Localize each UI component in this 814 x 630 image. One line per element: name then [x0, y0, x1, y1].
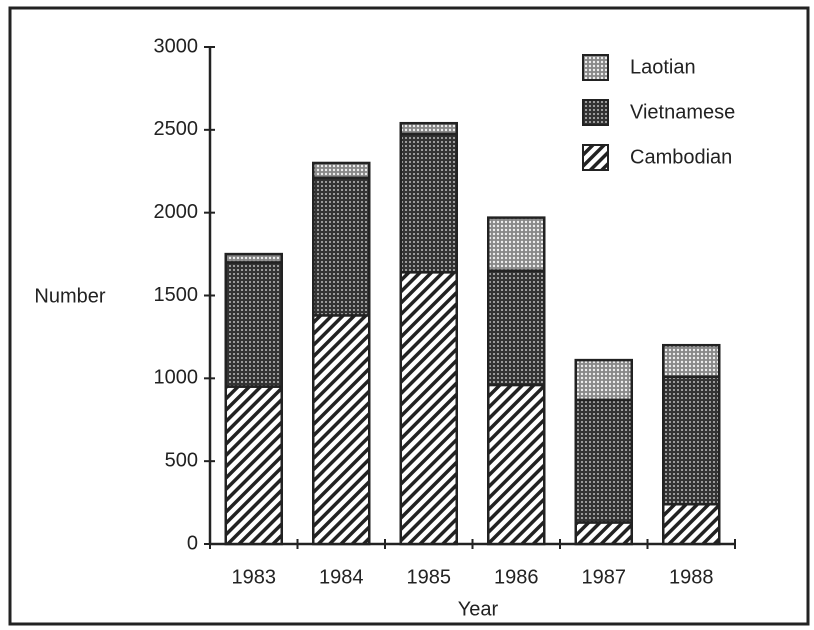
x-tick-label: 1983 — [232, 566, 277, 588]
x-tick-label: 1984 — [319, 566, 364, 588]
x-tick-label: 1987 — [582, 566, 627, 588]
x-tick-label: 1985 — [407, 566, 452, 588]
y-tick-label: 1500 — [154, 284, 199, 306]
bar-segment — [312, 161, 371, 180]
bar-segment — [399, 132, 458, 274]
bar-segment — [574, 521, 633, 546]
bar-segment — [224, 261, 283, 388]
legend-swatch — [582, 144, 609, 171]
x-tick-label: 1988 — [669, 566, 714, 588]
y-tick-label: 1000 — [154, 367, 199, 389]
y-tick-label: 2500 — [154, 118, 199, 140]
frame — [8, 6, 810, 626]
y-tick-label: 500 — [165, 449, 198, 471]
bar-segment — [662, 343, 721, 378]
bar-segment — [399, 121, 458, 136]
legend-swatch — [582, 54, 609, 81]
legend-label: Vietnamese — [630, 101, 735, 123]
legend-swatch — [582, 99, 609, 126]
x-axis-label: Year — [458, 598, 499, 620]
y-axis-label: Number — [34, 285, 105, 307]
bar-segment — [399, 271, 458, 546]
bar-segment — [312, 314, 371, 546]
y-tick-label: 0 — [187, 532, 198, 554]
x-tick-label: 1986 — [494, 566, 539, 588]
bar-segment — [312, 176, 371, 317]
bar-segment — [487, 383, 546, 546]
bar-segment — [487, 269, 546, 387]
bar-segment — [487, 216, 546, 272]
y-tick-label: 3000 — [154, 35, 199, 57]
bar-segment — [224, 385, 283, 546]
bar-segment — [662, 375, 721, 506]
bar-segment — [224, 252, 283, 264]
legend-label: Laotian — [630, 56, 696, 78]
legend-label: Cambodian — [630, 146, 732, 168]
bar-segment — [574, 398, 633, 524]
y-tick-label: 2000 — [154, 201, 199, 223]
bar-segment — [574, 358, 633, 402]
bar-segment — [662, 502, 721, 546]
